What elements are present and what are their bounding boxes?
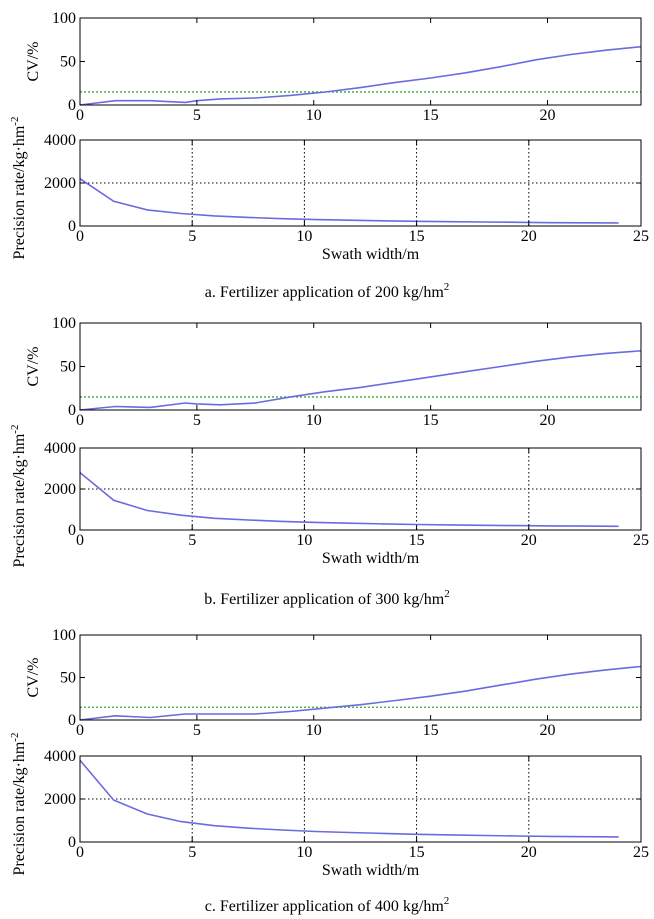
cv-xtick-label-2-0: 0 [76,722,84,739]
cv-panel-0: 0 5 10 15 20 0 50 100 CV/% [25,10,642,124]
rate-ylabel-2: Precision rate/kg·hm-2 [9,733,28,876]
cv-ylabel-0: CV/% [25,42,42,82]
cv-xtick-label-2-3: 15 [423,722,439,739]
rate-xtick-label-2-4: 20 [521,844,537,861]
cv-ylabel-2: CV/% [25,658,42,698]
rate-xtick-label-0-2: 10 [296,228,312,245]
rate-xtick-label-2-0: 0 [76,844,84,861]
cv-xtick-label-1-0: 0 [76,412,84,429]
cv-xtick-label-2-4: 20 [540,722,556,739]
cv-xtick-label-1-3: 15 [423,412,439,429]
rate-panel-1: 0 5 10 15 20 25 0 2000 4000 Precision rate/kg·hm-… [9,425,649,568]
rate-xtick-label-0-1: 5 [188,228,196,245]
rate-xtick-label-0-5: 25 [633,228,649,245]
caption-2: c. Fertilizer application of 400 kg/hm2 [205,895,450,915]
cv-xtick-label-1-2: 10 [306,412,322,429]
cv-ytick-label-0-2: 100 [52,10,76,27]
rate-xtick-label-0-0: 0 [76,228,84,245]
rate-ytick-label-2-2: 4000 [44,748,76,765]
rate-ylabel-0: Precision rate/kg·hm-2 [9,117,28,260]
cv-xtick-label-2-2: 10 [306,722,322,739]
cv-xtick-label-2-1: 5 [193,722,201,739]
cv-series-line-1 [79,350,642,411]
cv-panel-1: 0 5 10 15 20 0 50 100 CV/% [25,315,642,429]
rate-ytick-label-0-1: 2000 [44,175,76,192]
rate-panel-2: 0 5 10 15 20 25 0 2000 4000 Precision rate/kg·hm-… [9,733,649,879]
rate-xtick-label-2-2: 10 [296,844,312,861]
rate-xtick-label-2-3: 15 [409,844,425,861]
rate-series-line-1 [79,471,619,528]
rate-series-line-0 [79,178,619,224]
cv-ytick-label-0-0: 0 [68,97,76,114]
rate-panel-0: 0 5 10 15 20 25 0 2000 4000 Precision rate/kg·hm-… [9,117,649,263]
rate-xlabel-1: Swath width/m [322,550,420,567]
rate-ylabel-1: Precision rate/kg·hm-2 [9,425,28,568]
cv-series-line-2 [79,665,642,721]
rate-xtick-label-0-3: 15 [409,228,425,245]
rate-xtick-label-2-5: 25 [633,844,649,861]
rate-ytick-label-2-0: 0 [68,834,76,851]
cv-xtick-label-1-1: 5 [193,412,201,429]
rate-ytick-label-0-2: 4000 [44,132,76,149]
cv-ytick-label-2-2: 100 [52,627,76,644]
rate-xtick-label-1-1: 5 [188,532,196,549]
cv-series-line-0 [79,45,642,106]
rate-xtick-label-1-0: 0 [76,532,84,549]
rate-ytick-label-0-0: 0 [68,218,76,235]
cv-panel-2: 0 5 10 15 20 0 50 100 CV/% [25,627,642,739]
cv-xtick-label-0-3: 15 [423,107,439,124]
cv-ytick-label-1-1: 50 [60,359,76,376]
cv-ytick-label-2-0: 0 [68,712,76,729]
cv-ytick-label-1-2: 100 [52,315,76,332]
rate-xtick-label-1-4: 20 [521,532,537,549]
rate-ytick-label-1-1: 2000 [44,481,76,498]
rate-xtick-label-1-5: 25 [633,532,649,549]
rate-xlabel-0: Swath width/m [322,246,420,263]
cv-xtick-label-1-4: 20 [540,412,556,429]
cv-xtick-label-0-4: 20 [540,107,556,124]
rate-xtick-label-0-4: 20 [521,228,537,245]
cv-ytick-label-2-1: 50 [60,670,76,687]
cv-xtick-label-0-2: 10 [306,107,322,124]
rate-xlabel-2: Swath width/m [322,862,420,879]
cv-xtick-label-0-1: 5 [193,107,201,124]
cv-ytick-label-0-1: 50 [60,54,76,71]
caption-0: a. Fertilizer application of 200 kg/hm2 [205,281,450,301]
rate-series-line-2 [79,759,619,838]
cv-ylabel-1: CV/% [25,347,42,387]
cv-ytick-label-1-0: 0 [68,402,76,419]
caption-1: b. Fertilizer application of 300 kg/hm2 [204,588,449,608]
rate-ytick-label-1-0: 0 [68,522,76,539]
rate-ytick-label-2-1: 2000 [44,791,76,808]
rate-xtick-label-1-3: 15 [409,532,425,549]
rate-ytick-label-1-2: 4000 [44,440,76,457]
cv-xtick-label-0-0: 0 [76,107,84,124]
rate-xtick-label-1-2: 10 [296,532,312,549]
rate-xtick-label-2-1: 5 [188,844,196,861]
